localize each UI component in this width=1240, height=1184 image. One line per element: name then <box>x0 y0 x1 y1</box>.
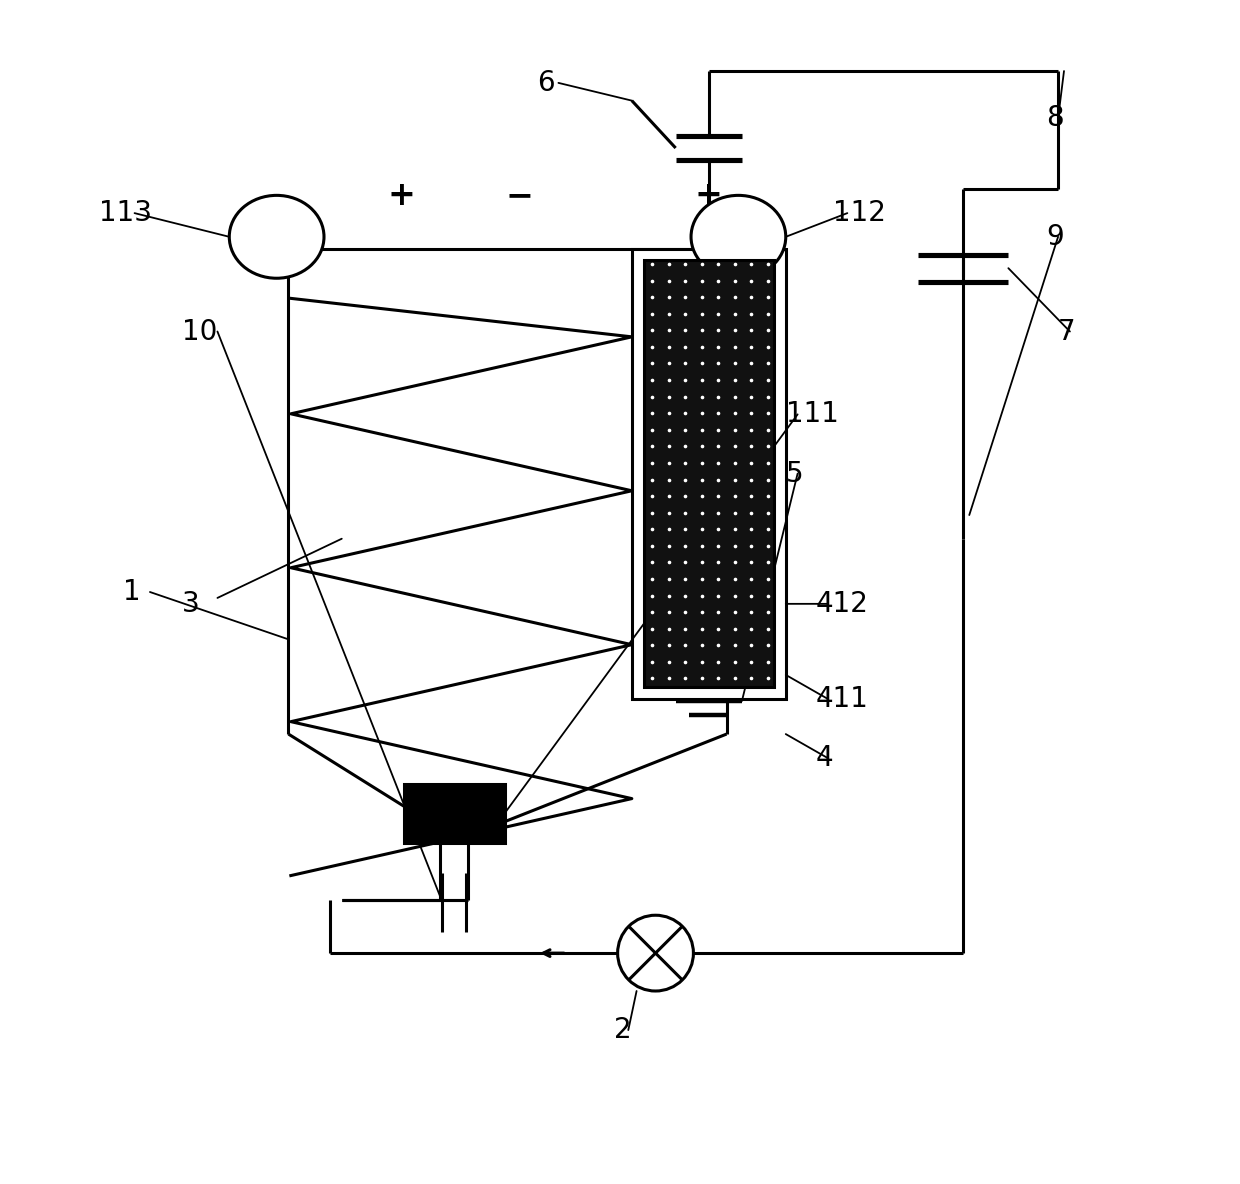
Ellipse shape <box>691 195 786 278</box>
Text: 6: 6 <box>537 69 554 97</box>
Text: 411: 411 <box>816 684 868 713</box>
Text: 10: 10 <box>182 317 217 346</box>
Text: 112: 112 <box>833 199 887 227</box>
Text: 5: 5 <box>786 459 804 488</box>
Text: 7: 7 <box>1058 317 1076 346</box>
Text: 113: 113 <box>99 199 153 227</box>
Text: +: + <box>387 179 415 212</box>
Ellipse shape <box>229 195 324 278</box>
Bar <box>644 260 774 687</box>
Circle shape <box>618 915 693 991</box>
Bar <box>404 784 505 843</box>
Text: −: − <box>506 179 533 212</box>
Text: 2: 2 <box>614 1016 631 1044</box>
Text: +: + <box>694 179 723 212</box>
Text: 9: 9 <box>1047 223 1064 251</box>
Text: 1: 1 <box>123 578 140 606</box>
Text: 8: 8 <box>1047 104 1064 133</box>
Text: 111: 111 <box>786 400 838 429</box>
Text: 3: 3 <box>182 590 200 618</box>
Text: 412: 412 <box>816 590 868 618</box>
Text: 4: 4 <box>816 744 833 772</box>
Bar <box>632 249 786 699</box>
